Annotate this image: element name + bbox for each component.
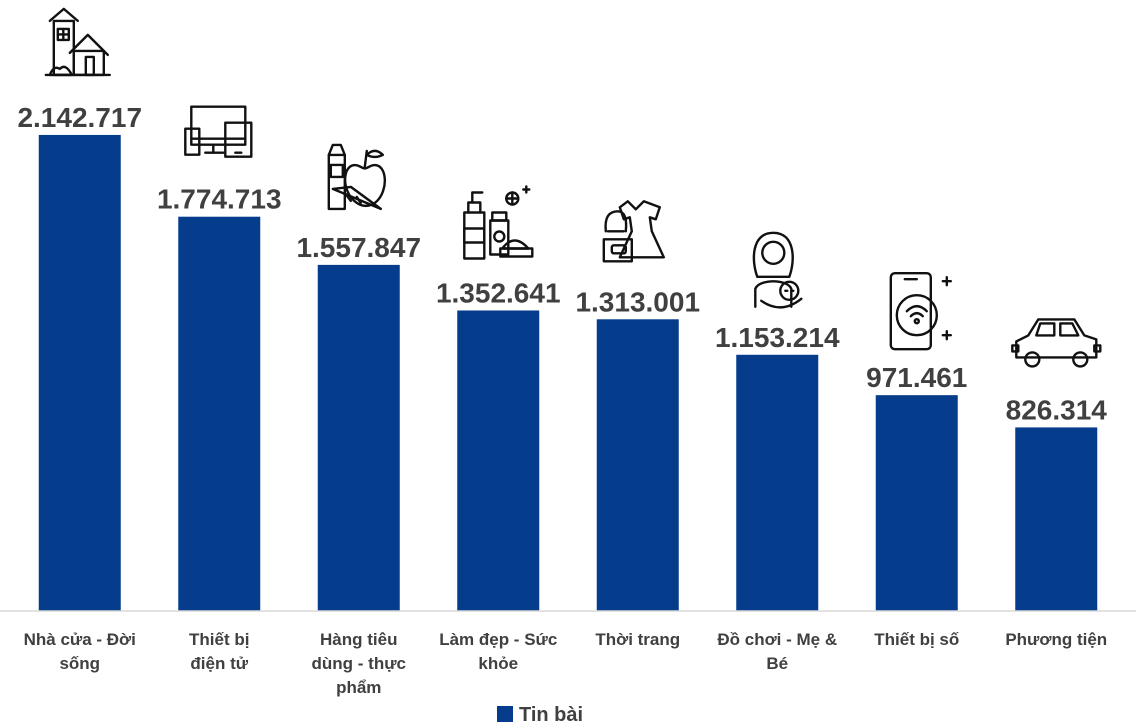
category-label: Phương tiện <box>1005 630 1107 649</box>
smartphone-wifi-icon <box>889 272 952 351</box>
legend: Tin bài <box>497 704 583 726</box>
bar <box>38 134 121 611</box>
value-label: 1.153.214 <box>715 322 840 353</box>
groceries-icon <box>327 143 387 211</box>
bar <box>596 319 679 611</box>
house-icon <box>44 7 112 77</box>
bar <box>736 354 819 611</box>
value-label: 2.142.717 <box>17 102 142 133</box>
value-label: 1.313.001 <box>575 286 700 317</box>
value-label: 1.557.847 <box>296 232 421 263</box>
bar <box>457 310 540 611</box>
legend-label: Tin bài <box>519 704 583 726</box>
bar <box>1015 427 1098 611</box>
category-label: Nhà cửa - Đời sống <box>24 630 136 673</box>
value-label: 971.461 <box>866 362 967 393</box>
cosmetics-icon <box>463 185 534 260</box>
category-label: Thiết bị điện tử <box>189 630 249 673</box>
category-label: Thiết bị số <box>874 630 959 649</box>
category-label: Đồ chơi - Mẹ & Bé <box>717 630 837 673</box>
category-label: Thời trang <box>595 630 680 649</box>
value-label: 826.314 <box>1006 394 1108 425</box>
value-labels: 2.142.717 1.774.713 1.557.847 1.352.641 1.31… <box>17 102 1107 425</box>
clothing-icon <box>602 200 665 263</box>
bar <box>875 395 958 611</box>
bar <box>317 264 400 611</box>
category-icons <box>44 7 1102 368</box>
bars <box>38 134 1098 611</box>
value-label: 1.774.713 <box>157 184 282 215</box>
value-label: 1.352.641 <box>436 277 561 308</box>
car-icon <box>1011 318 1102 368</box>
mother-baby-icon <box>752 231 803 309</box>
category-label: Làm đẹp - Sức khỏe <box>439 630 557 673</box>
category-labels: Nhà cửa - Đời sống Thiết bị điện tử Hàng tiê… <box>24 630 1108 697</box>
bar <box>178 216 261 611</box>
legend-swatch <box>497 706 513 722</box>
category-label: Hàng tiêu dùng - thực phẩm <box>312 630 406 697</box>
devices-icon <box>184 105 253 158</box>
